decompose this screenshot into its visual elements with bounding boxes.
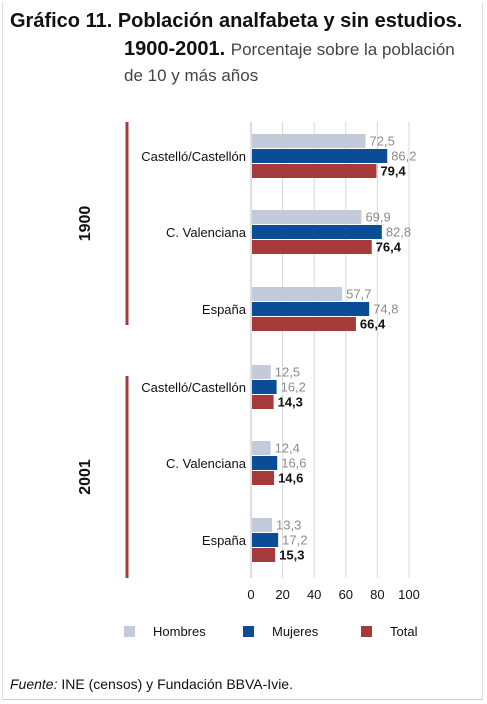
data-label: 57,7 [346,287,371,302]
bar [252,149,388,163]
x-tick-label: 0 [247,587,254,602]
bar [252,302,370,316]
bar [252,240,372,254]
data-label: 17,2 [282,533,307,548]
data-label: 16,2 [281,380,306,395]
data-label: 74,8 [373,302,398,317]
data-label: 12,4 [275,441,300,456]
bar [252,317,356,331]
chart-title-years: 1900-2001. [124,38,226,60]
data-label: 76,4 [376,240,402,255]
chart-title-line-2: 1900-2001. Porcentaje sobre la población [124,38,455,61]
x-tick-label: 80 [370,587,384,602]
bar [252,134,366,148]
bar [252,365,271,379]
source-note: Fuente: INE (censos) y Fundación BBVA-Iv… [10,676,293,692]
category-label: Castelló/Castellón [141,149,246,164]
legend-swatch [124,626,135,637]
data-label: 15,3 [279,548,304,563]
bar [252,164,377,178]
group-label: 2001 [77,459,94,495]
source-text: INE (censos) y Fundación BBVA-Ivie. [61,676,293,692]
bar [252,441,271,455]
bar [252,225,382,239]
data-label: 82,8 [386,225,411,240]
bar [252,471,275,485]
category-label: Castelló/Castellón [141,380,246,395]
category-label: España [202,533,247,548]
category-label: España [202,302,247,317]
bar [252,287,343,301]
data-label: 14,6 [278,471,303,486]
group-label: 1900 [77,206,94,242]
bar [252,456,278,470]
x-tick-label: 60 [339,587,353,602]
bar [252,210,362,224]
x-tick-label: 40 [307,587,321,602]
legend-label: Total [390,624,418,639]
category-label: C. Valenciana [166,456,247,471]
bar [252,548,276,562]
data-label: 69,9 [365,210,390,225]
data-label: 86,2 [391,149,416,164]
data-label: 16,6 [281,456,306,471]
chart-title-text: Gráfico 11. Población analfabeta y sin e… [10,10,463,32]
data-label: 14,3 [278,395,303,410]
data-label: 79,4 [380,164,406,179]
chart-subtitle-part: Porcentaje sobre la población [230,40,455,59]
source-label: Fuente: [10,676,58,692]
data-label: 12,5 [275,365,300,380]
bar [252,518,273,532]
category-label: C. Valenciana [166,225,247,240]
legend-label: Mujeres [272,624,319,639]
chart-title-line-1: Gráfico 11. Población analfabeta y sin e… [10,10,462,33]
legend-swatch [361,626,372,637]
data-label: 13,3 [276,518,301,533]
figure-frame [2,2,483,700]
legend-label: Hombres [153,624,206,639]
x-tick-label: 100 [398,587,420,602]
legend-swatch [243,626,254,637]
data-label: 72,5 [370,134,395,149]
bar [252,395,274,409]
x-tick-label: 20 [275,587,289,602]
data-label: 66,4 [360,317,386,332]
bar [252,533,279,547]
chart-subtitle-line: de 10 y más años [124,66,259,85]
bar [252,380,277,394]
